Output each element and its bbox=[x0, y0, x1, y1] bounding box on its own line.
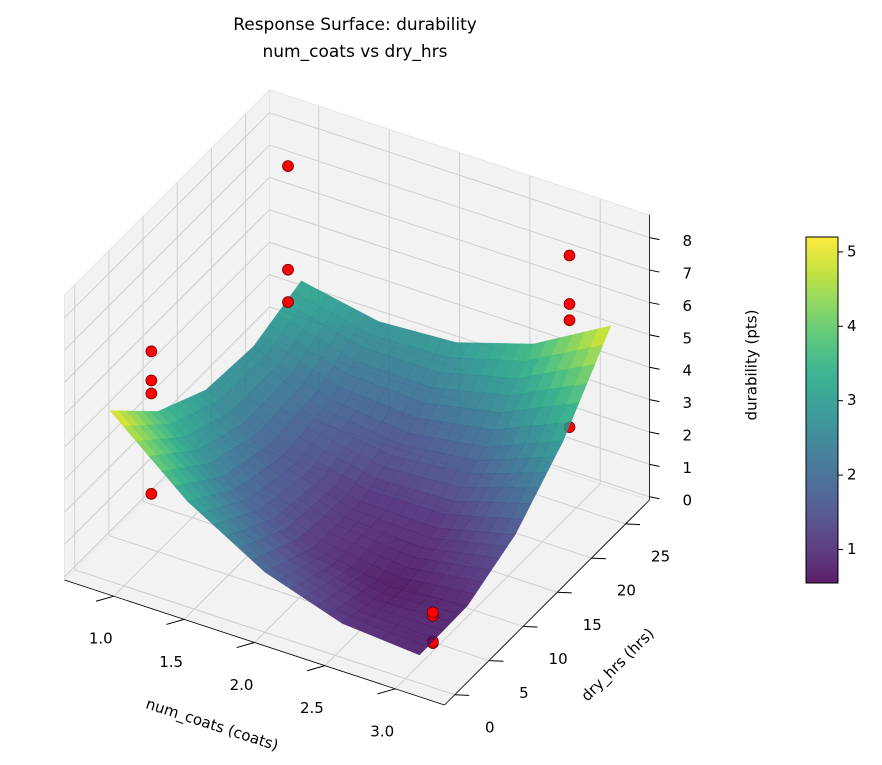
x-tick bbox=[377, 688, 396, 695]
y-tick-label: 25 bbox=[651, 547, 670, 565]
z-tick bbox=[649, 269, 660, 273]
z-tick bbox=[649, 366, 660, 370]
grid-line bbox=[269, 209, 650, 336]
grid-line bbox=[64, 209, 270, 416]
grid-line bbox=[64, 112, 270, 319]
surface-patch bbox=[406, 641, 428, 656]
x-tick-label: 3.0 bbox=[370, 722, 394, 740]
z-tick-label: 4 bbox=[683, 362, 693, 380]
data-point bbox=[563, 249, 576, 262]
y-tick-label: 15 bbox=[583, 616, 602, 634]
z-tick-label: 2 bbox=[683, 426, 693, 444]
data-point bbox=[426, 606, 439, 619]
z-tick bbox=[649, 431, 660, 435]
x-tick-label: 2.5 bbox=[300, 699, 324, 717]
colorbar-tick-label: 4 bbox=[847, 317, 857, 335]
colorbar-tick-label: 1 bbox=[847, 540, 857, 558]
y-tick bbox=[523, 625, 538, 628]
grid-line bbox=[269, 112, 650, 239]
colorbar-tick-label: 3 bbox=[847, 391, 857, 409]
x-axis-label: num_coats (coats) bbox=[143, 695, 280, 756]
x-tick-label: 1.5 bbox=[159, 653, 183, 671]
z-tick bbox=[649, 301, 660, 305]
data-point bbox=[282, 263, 294, 276]
data-point bbox=[563, 298, 576, 310]
z-tick-label: 3 bbox=[683, 394, 693, 412]
grid-line bbox=[64, 274, 270, 480]
x-tick bbox=[166, 618, 185, 625]
z-tick-label: 5 bbox=[683, 329, 693, 347]
y-tick-label: 5 bbox=[519, 684, 529, 702]
colorbar-tick-label: 2 bbox=[847, 466, 857, 484]
z-tick bbox=[649, 496, 660, 500]
data-point bbox=[145, 387, 158, 400]
z-tick-label: 1 bbox=[683, 459, 693, 477]
z-tick-label: 6 bbox=[683, 297, 693, 315]
axis-line bbox=[64, 579, 445, 706]
x-tick bbox=[236, 642, 255, 649]
chart-title: Response Surface: durability bbox=[233, 15, 477, 35]
grid-line bbox=[269, 176, 650, 303]
data-point bbox=[145, 487, 158, 500]
data-point bbox=[282, 160, 294, 172]
z-tick-label: 7 bbox=[683, 265, 693, 283]
surface-patch bbox=[109, 410, 132, 426]
y-tick bbox=[454, 694, 470, 696]
z-tick bbox=[649, 237, 660, 241]
z-tick-label: 0 bbox=[683, 491, 693, 509]
grid-line bbox=[64, 177, 270, 383]
z-tick bbox=[649, 399, 660, 403]
grid-line bbox=[394, 483, 601, 690]
surface-patch bbox=[589, 325, 612, 348]
grid-line bbox=[64, 144, 270, 351]
y-tick bbox=[488, 660, 504, 662]
y-tick bbox=[625, 523, 641, 526]
x-tick bbox=[307, 665, 326, 672]
axis-line bbox=[444, 499, 650, 706]
grid-line bbox=[74, 569, 455, 696]
data-point bbox=[145, 345, 158, 358]
z-axis-label: durability (pts) bbox=[743, 310, 761, 421]
colorbar-tick-label: 5 bbox=[847, 242, 857, 260]
y-tick-label: 10 bbox=[549, 650, 568, 668]
chart-subtitle: num_coats vs dry_hrs bbox=[263, 42, 448, 62]
z-tick-label: 8 bbox=[683, 232, 693, 250]
grid-line bbox=[269, 144, 650, 271]
y-axis-label: dry_hrs (hrs) bbox=[578, 625, 659, 706]
x-tick-label: 2.0 bbox=[230, 676, 254, 694]
data-point bbox=[563, 314, 576, 327]
data-point bbox=[145, 374, 158, 387]
y-tick-label: 0 bbox=[485, 718, 495, 736]
data-point bbox=[282, 296, 294, 308]
y-tick bbox=[591, 557, 606, 560]
z-tick bbox=[649, 334, 660, 338]
y-tick-label: 20 bbox=[617, 582, 636, 600]
x-tick-label: 1.0 bbox=[89, 630, 113, 648]
colorbar bbox=[805, 236, 839, 584]
x-tick bbox=[95, 595, 114, 602]
grid-line bbox=[64, 241, 270, 448]
z-tick bbox=[649, 463, 660, 467]
y-tick bbox=[557, 591, 572, 594]
